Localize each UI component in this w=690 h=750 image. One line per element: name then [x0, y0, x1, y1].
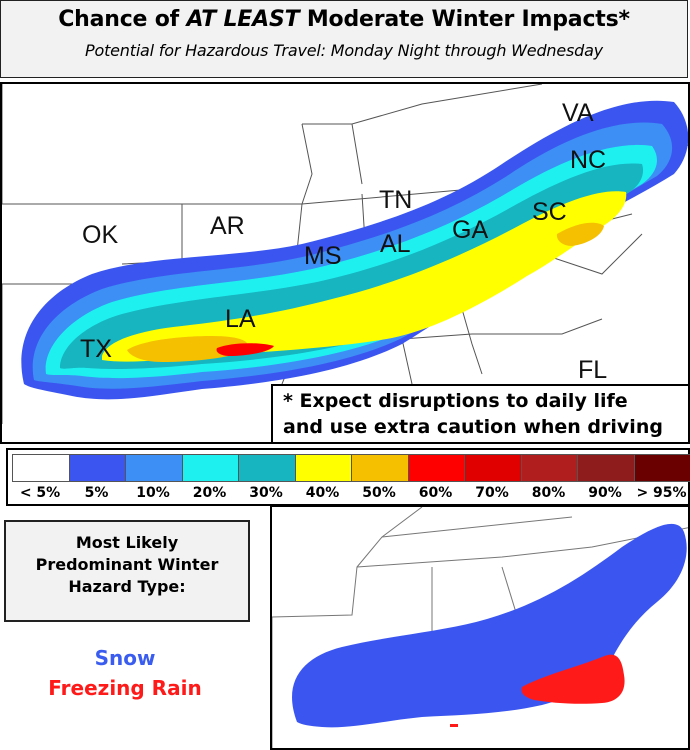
state-label-va: VA — [562, 99, 594, 127]
legend-swatch-4 — [238, 454, 296, 482]
hazard-snow-label: Snow — [94, 646, 156, 670]
legend-label-6: 50% — [362, 485, 396, 501]
state-label-ga: GA — [452, 216, 489, 244]
hazard-heading-line-2: Predominant Winter — [35, 555, 219, 574]
legend-swatch-10 — [577, 454, 635, 482]
legend-swatch-8 — [464, 454, 522, 482]
hazard-snow-area — [292, 523, 687, 728]
state-label-fl: FL — [578, 356, 608, 384]
legend-label-9: 80% — [531, 485, 566, 501]
legend-label-0: < 5% — [19, 485, 61, 501]
prob-band-60 — [216, 343, 274, 356]
legend-swatch-7 — [407, 454, 465, 482]
prob-band-50b — [556, 222, 604, 246]
note-line-1: * Expect disruptions to daily life — [283, 390, 628, 412]
legend-label-5: 40% — [305, 485, 340, 501]
state-label-tn: TN — [379, 186, 413, 214]
state-label-sc: SC — [532, 198, 567, 226]
hazard-type-map — [270, 505, 690, 750]
header: Chance of AT LEAST Moderate Winter Impac… — [0, 0, 688, 78]
hazard-heading-line-3: Hazard Type: — [68, 577, 186, 596]
hazard-type-map-graphic — [272, 507, 688, 748]
legend-label-10: 90% — [588, 485, 622, 501]
legend-label-3: 20% — [192, 485, 227, 501]
hazard-freezing-rain-label: Freezing Rain — [48, 676, 202, 700]
prob-band-30 — [60, 163, 644, 369]
page-subtitle: Potential for Hazardous Travel: Monday N… — [85, 41, 603, 60]
legend-label-2: 10% — [136, 485, 170, 501]
legend-swatch-5 — [294, 454, 352, 482]
legend-label-1: 5% — [84, 485, 109, 501]
state-label-ar: AR — [210, 212, 245, 240]
legend-swatch-0 — [12, 454, 70, 482]
legend-label-11: > 95% — [636, 485, 687, 501]
state-label-tx: TX — [80, 335, 112, 363]
legend-swatch-3 — [181, 454, 239, 482]
impact-note: * Expect disruptions to daily life and u… — [271, 384, 690, 444]
hazard-freezing-rain-area — [521, 654, 625, 704]
page-title: Chance of AT LEAST Moderate Winter Impac… — [58, 7, 630, 32]
legend-swatch-6 — [351, 454, 409, 482]
probability-map: VA NC SC TN GA AL MS AR OK LA TX FL — [0, 82, 690, 444]
legend-swatch-11 — [633, 454, 690, 482]
probability-map-graphic — [2, 84, 688, 424]
state-label-la: LA — [225, 305, 256, 333]
hazard-heading-line-1: Most Likely — [75, 533, 179, 552]
legend-label-8: 70% — [475, 485, 509, 501]
legend-label-4: 30% — [249, 485, 283, 501]
legend-swatch-9 — [520, 454, 578, 482]
legend-label-7: 60% — [418, 485, 453, 501]
state-label-nc: NC — [570, 146, 607, 174]
legend-swatch-1 — [68, 454, 126, 482]
hazard-type-heading: Most Likely Predominant Winter Hazard Ty… — [4, 520, 250, 622]
state-label-ok: OK — [82, 221, 119, 249]
prob-band-50 — [127, 336, 249, 362]
legend-swatch-2 — [125, 454, 183, 482]
state-label-al: AL — [380, 230, 411, 258]
note-line-2: and use extra caution when driving — [283, 416, 663, 438]
state-label-ms: MS — [304, 242, 342, 270]
probability-legend: < 5% 5% 10% 20% 30% 40% 50% 60% 70% 80% 90% > 95% — [6, 448, 690, 506]
